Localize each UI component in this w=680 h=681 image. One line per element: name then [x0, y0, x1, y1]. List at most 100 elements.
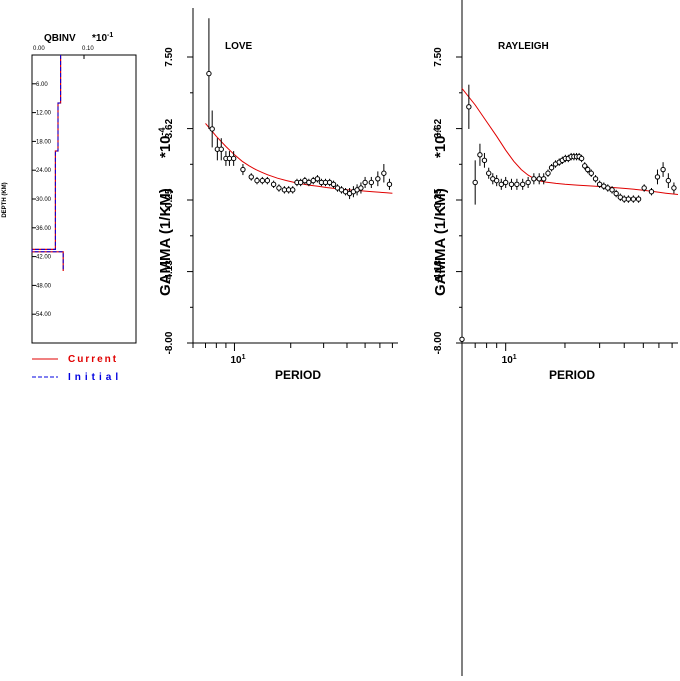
- qbinv-title: QBINV: [44, 33, 76, 44]
- love-data-point: [314, 176, 321, 182]
- love-data-point: [209, 126, 215, 132]
- rayleigh-data-point: [609, 187, 615, 193]
- rayleigh-data-point: [671, 185, 677, 191]
- love-data-point: [362, 179, 368, 186]
- rayleigh-data-point: [635, 196, 642, 202]
- rayleigh-xtick-label: 101: [502, 354, 517, 366]
- rayleigh-axes: -8.00 -4.13 -0.25 3.62 7.50 101: [433, 0, 678, 676]
- love-data-point: [248, 174, 254, 180]
- qbinv-y-ticks: 6.00 12.00 18.00 24.00 30.00 36.00 42.00 48.00 5…: [32, 82, 52, 318]
- rayleigh-panel: RAYLEIGH GAMMA (1/KM) *10-4 PERIOD -8.00…: [432, 0, 679, 676]
- rayleigh-data-point: [654, 174, 661, 180]
- love-data-point: [264, 177, 271, 184]
- rayleigh-ytick-label: 3.62: [433, 118, 444, 138]
- rayleigh-data-point: [660, 166, 666, 173]
- love-data-point: [330, 181, 337, 188]
- love-data-point: [358, 185, 364, 191]
- rayleigh-data-point: [648, 188, 655, 195]
- qbinv-y-axis-label: DEPTH (KM): [2, 182, 8, 217]
- rayleigh-y-scale-label: *10-4: [432, 127, 449, 158]
- qbinv-profile-lines: [31, 55, 64, 271]
- love-data-point: [386, 181, 393, 188]
- rayleigh-data-point: [481, 157, 488, 164]
- love-y-axis-label-text: GAMMA (1/KM): [157, 188, 174, 296]
- love-ytick-label: 7.50: [164, 47, 175, 67]
- rayleigh-data-point: [592, 176, 599, 182]
- rayleigh-data-point: [459, 336, 465, 343]
- rayleigh-data-point: [548, 165, 555, 171]
- love-data-point: [310, 177, 316, 184]
- qbinv-ytick-label: 48.00: [36, 283, 52, 289]
- rayleigh-data-point: [502, 179, 509, 186]
- rayleigh-data-point: [508, 181, 515, 188]
- qbinv-ytick-label: 18.00: [36, 139, 52, 145]
- rayleigh-ytick-label: 7.50: [433, 47, 444, 67]
- rayleigh-data-point: [486, 170, 492, 176]
- love-observed-points: [206, 18, 393, 200]
- love-panel: LOVE GAMMA (1/KM) *10-4 PERIOD -8.00 -4.1…: [157, 8, 398, 382]
- qbinv-scale-label: *10-1: [92, 32, 113, 44]
- qbinv-ytick-label: 30.00: [36, 197, 52, 203]
- rayleigh-data-point: [519, 181, 526, 188]
- love-ytick-label: -4.13: [164, 260, 175, 283]
- rayleigh-data-point: [514, 181, 520, 188]
- rayleigh-ytick-label: -4.13: [433, 260, 444, 283]
- rayleigh-data-point: [613, 190, 619, 197]
- rayleigh-data-point: [498, 181, 504, 188]
- love-data-point: [259, 177, 266, 184]
- rayleigh-data-point: [541, 176, 547, 182]
- rayleigh-data-point: [588, 170, 594, 176]
- qbinv-ytick-label: 24.00: [36, 168, 52, 174]
- love-title: LOVE: [225, 41, 253, 52]
- qbinv-legend: Current Initial: [32, 354, 122, 383]
- love-data-point: [276, 185, 282, 191]
- rayleigh-data-point: [630, 196, 637, 202]
- rayleigh-data-point: [625, 196, 632, 202]
- rayleigh-x-axis-label: PERIOD: [549, 368, 595, 382]
- rayleigh-data-point: [525, 179, 531, 186]
- qbinv-ytick-label: 12.00: [36, 111, 52, 117]
- love-data-point: [375, 176, 381, 182]
- rayleigh-data-point: [578, 155, 585, 162]
- rayleigh-data-point: [531, 176, 537, 182]
- rayleigh-data-point: [641, 185, 647, 191]
- rayleigh-data-point: [585, 166, 591, 173]
- rayleigh-data-point: [466, 104, 472, 110]
- legend-current-label: Current: [68, 354, 118, 365]
- love-data-point: [206, 70, 212, 77]
- love-data-point: [240, 166, 246, 173]
- rayleigh-data-point: [536, 176, 542, 182]
- rayleigh-data-point: [596, 181, 603, 188]
- qbinv-xtick-label: 0.00: [33, 46, 45, 52]
- love-axes: -8.00 -4.13 -0.25 3.62 7.50 101: [164, 8, 398, 366]
- love-data-point: [218, 146, 224, 152]
- rayleigh-ytick-label: -8.00: [433, 331, 444, 354]
- love-xtick-label: 101: [230, 354, 245, 366]
- qbinv-initial-line: [31, 55, 64, 271]
- rayleigh-y-axis-label: GAMMA (1/KM): [432, 188, 449, 296]
- love-ytick-label: -0.25: [164, 188, 175, 211]
- love-ytick-label: -8.00: [164, 331, 175, 354]
- qbinv-x-ticks: [31, 55, 85, 59]
- love-data-point: [254, 177, 260, 184]
- rayleigh-title: RAYLEIGH: [498, 41, 549, 52]
- qbinv-ytick-label: 36.00: [36, 226, 52, 232]
- legend-initial-label: Initial: [68, 372, 122, 383]
- qbinv-panel: QBINV *10-1 0.00 0.10 6.00 12.00 18.00 24.0…: [2, 32, 137, 383]
- rayleigh-observed-points: [459, 84, 677, 343]
- love-data-point: [381, 170, 387, 176]
- love-ytick-label: 3.62: [164, 118, 175, 138]
- qbinv-xtick-label: 0.10: [82, 46, 94, 52]
- qbinv-ytick-label: 54.00: [36, 312, 52, 318]
- rayleigh-data-point: [582, 163, 588, 169]
- love-data-point: [281, 187, 288, 193]
- love-data-point: [270, 181, 277, 188]
- love-data-point: [297, 179, 304, 186]
- rayleigh-data-point: [545, 170, 551, 176]
- qbinv-ytick-label: 42.00: [36, 255, 52, 261]
- love-x-axis-label: PERIOD: [275, 368, 321, 382]
- rayleigh-data-point: [472, 179, 478, 186]
- rayleigh-data-point: [665, 177, 672, 184]
- rayleigh-data-point: [605, 185, 611, 191]
